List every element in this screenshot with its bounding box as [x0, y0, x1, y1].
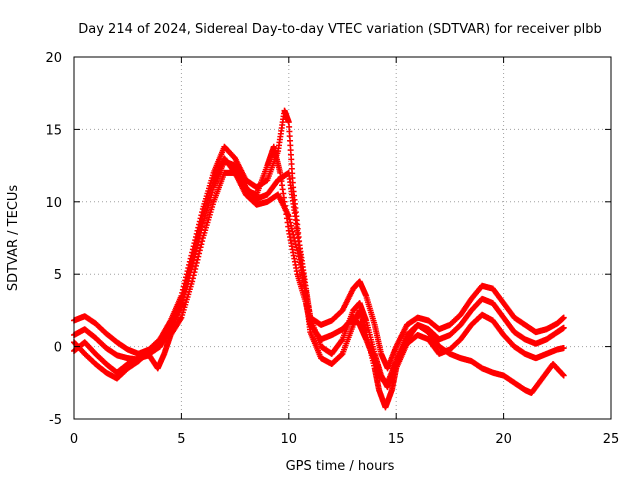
data-point-marker [186, 266, 193, 273]
data-point-marker [196, 247, 203, 254]
data-point-marker [290, 231, 297, 238]
x-tick-label: 5 [177, 432, 185, 447]
x-tick-label: 25 [603, 432, 620, 447]
data-point-marker [192, 241, 199, 248]
data-point-marker [560, 324, 567, 331]
data-point-marker [338, 337, 345, 344]
data-point-marker [187, 262, 194, 269]
data-point-marker [196, 225, 203, 232]
data-point-marker [183, 278, 190, 285]
data-point-marker [188, 259, 195, 266]
data-point-marker [193, 238, 200, 245]
data-point-marker [289, 228, 296, 235]
data-point-marker [184, 275, 191, 282]
data-point-marker [198, 219, 205, 226]
axis-ticks: 0 5 10 15 20 25 -5 0 5 10 15 20 [45, 51, 619, 447]
y-tick-label: -5 [49, 413, 62, 428]
data-point-marker [192, 266, 199, 273]
x-tick-label: 15 [388, 432, 405, 447]
x-axis-label: GPS time / hours [286, 459, 395, 474]
data-point-marker [185, 272, 192, 279]
data-point-marker [293, 244, 300, 251]
data-point-marker [560, 372, 567, 379]
y-axis-label: SDTVAR / TECUs [6, 185, 21, 292]
data-point-marker [189, 275, 196, 282]
data-point-marker [189, 253, 196, 260]
data-point-marker [194, 235, 201, 241]
series-trace-4 [71, 143, 567, 396]
data-point-marker [197, 244, 204, 251]
data-point-marker [194, 256, 201, 263]
data-point-marker [196, 228, 203, 235]
data-point-marker [186, 269, 193, 276]
data-point-marker [560, 314, 567, 321]
data-point-marker [179, 293, 186, 300]
y-tick-label: 20 [45, 51, 62, 66]
data-point-marker [288, 225, 295, 232]
data-point-marker [189, 278, 196, 285]
data-point-marker [294, 247, 301, 254]
data-point-marker [191, 269, 198, 276]
data-point-marker [193, 259, 200, 266]
data-point-marker [190, 250, 197, 257]
chart-title: Day 214 of 2024, Sidereal Day-to-day VTE… [78, 22, 602, 37]
data-point-marker [181, 287, 188, 294]
data-point-marker [182, 284, 189, 291]
data-point-marker [295, 250, 302, 257]
data-point-marker [179, 297, 186, 304]
y-tick-label: 15 [45, 123, 62, 138]
plot-frame [73, 56, 612, 420]
data-point-marker [189, 256, 196, 263]
data-point-marker [192, 262, 199, 269]
data-point-marker [199, 238, 206, 245]
data-point-marker [199, 216, 206, 223]
data-point-marker [292, 241, 299, 248]
data-points [71, 107, 567, 411]
data-point-marker [291, 235, 298, 241]
data-point-marker [288, 222, 295, 229]
data-point-marker [291, 238, 298, 245]
y-tick-label: 5 [54, 268, 62, 283]
data-point-marker [192, 244, 199, 251]
data-point-marker [197, 222, 204, 229]
data-point-marker [180, 290, 187, 297]
data-point-marker [183, 281, 190, 288]
data-point-marker [560, 345, 567, 352]
data-point-marker [198, 241, 205, 248]
y-tick-label: 0 [54, 341, 62, 356]
data-point-marker [295, 253, 302, 260]
data-point-marker [196, 250, 203, 257]
x-tick-label: 10 [281, 432, 298, 447]
data-point-marker [195, 253, 202, 260]
data-point-marker [191, 247, 198, 254]
y-tick-label: 10 [45, 196, 62, 211]
x-tick-label: 20 [495, 432, 512, 447]
data-point-marker [559, 371, 566, 378]
data-point-marker [178, 300, 185, 307]
x-tick-label: 0 [70, 432, 78, 447]
data-point-marker [190, 272, 197, 279]
data-point-marker [195, 231, 202, 238]
data-point-marker [177, 315, 184, 322]
